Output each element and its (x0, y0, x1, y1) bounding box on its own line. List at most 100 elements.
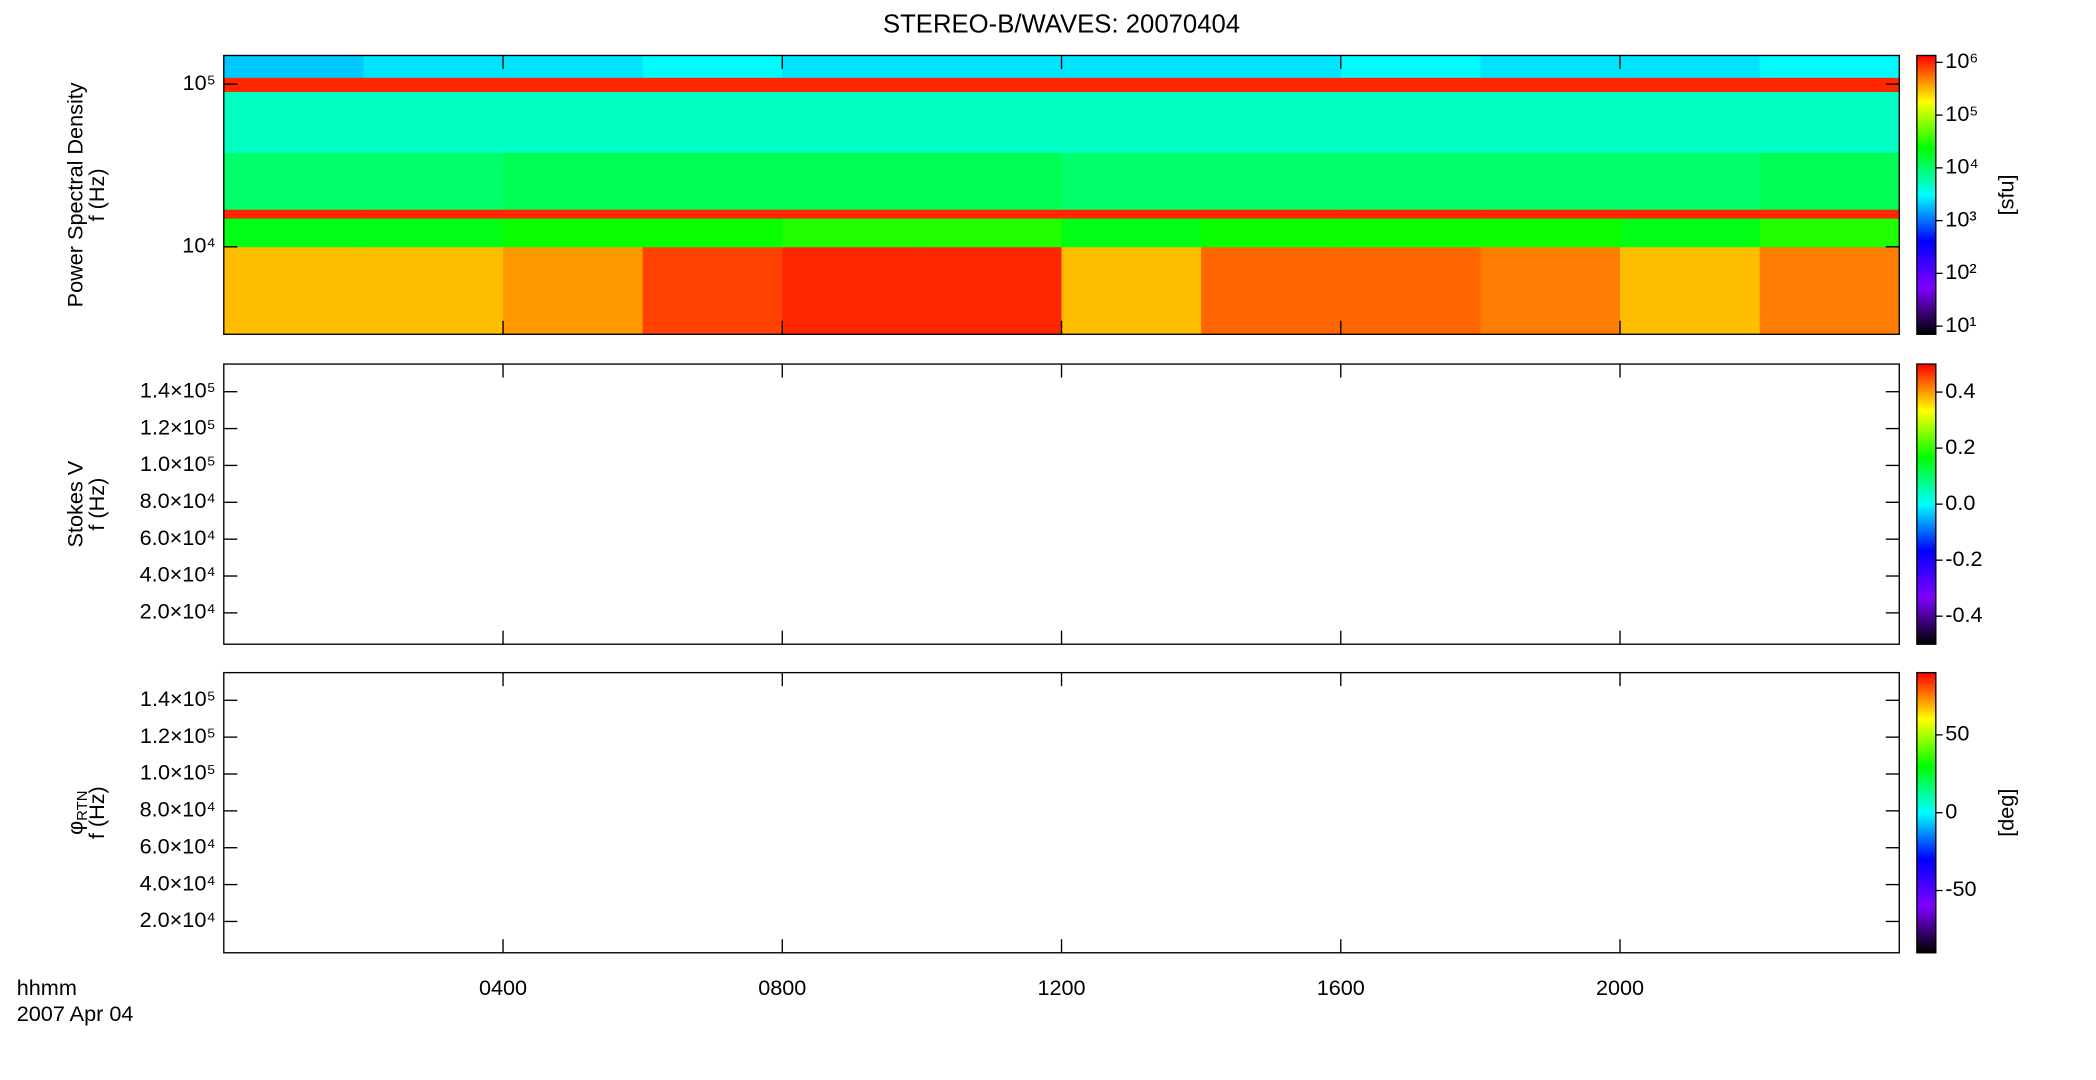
heatmap-cell (363, 152, 504, 210)
heatmap-cell (223, 152, 365, 210)
heatmap-cell (1340, 152, 1482, 210)
heatmap-cell (1340, 55, 1482, 78)
y-tick-label: 1.4×10⁵ (140, 686, 216, 711)
heatmap-cell (223, 77, 365, 92)
heatmap-cell (503, 55, 644, 78)
y-tick-label: 1.2×10⁵ (140, 414, 216, 439)
heatmap-cell (921, 91, 1063, 153)
heatmap-cell (1759, 55, 1900, 78)
colorbar (1916, 363, 1937, 645)
x-tick-label: 0800 (758, 975, 806, 1000)
y-tick-label: 2.0×10⁴ (140, 907, 216, 932)
y-axis-label-text: f (Hz) (84, 168, 109, 221)
colorbar-tick-label: 10⁵ (1945, 101, 1978, 126)
heatmap-cell (1620, 91, 1761, 153)
heatmap-cell (921, 218, 1063, 248)
heatmap-cell (1480, 152, 1621, 210)
heatmap-cell (503, 209, 644, 219)
x-tick-label: 0400 (479, 975, 527, 1000)
y-tick-label: 6.0×10⁴ (140, 833, 216, 858)
heatmap-cell (1201, 246, 1342, 335)
heatmap-cell (782, 91, 923, 153)
heatmap-cell (1061, 91, 1202, 153)
heatmap-cell (1061, 218, 1202, 248)
colorbar-tick-label: 10² (1945, 259, 1976, 284)
heatmap-cell (223, 209, 365, 219)
heatmap-cell (1759, 77, 1900, 92)
colorbar-label: [deg] (1993, 789, 2018, 837)
y-tick-label: 1.2×10⁵ (140, 723, 216, 748)
heatmap-cell (1340, 218, 1482, 248)
colorbar-label: [sfu] (1993, 174, 2018, 215)
y-tick-label: 2.0×10⁴ (140, 599, 216, 624)
heatmap-cell (1759, 91, 1900, 153)
heatmap-cell (1061, 152, 1202, 210)
heatmap-cell (782, 77, 923, 92)
heatmap-cell (223, 218, 365, 248)
chart-title: STEREO-B/WAVES: 20070404 (883, 11, 1240, 39)
y-axis-label: φRTN (62, 791, 91, 835)
heatmap-cell (642, 209, 783, 219)
y-tick-label: 8.0×10⁴ (140, 797, 216, 822)
y-axis-label-text: f (Hz) (84, 478, 109, 531)
heatmap-cell (642, 77, 783, 92)
y-tick-label: 10⁴ (182, 233, 215, 258)
heatmap-cell (1061, 77, 1202, 92)
heatmap-cell (363, 246, 504, 335)
heatmap-cell (503, 91, 644, 153)
heatmap-cell (1480, 218, 1621, 248)
colorbar (1916, 54, 1937, 335)
heatmap-cell (921, 55, 1063, 78)
heatmap-cell (1759, 209, 1900, 219)
y-axis-label: Power Spectral Density (62, 82, 87, 307)
x-axis-label: hhmm (17, 975, 77, 1000)
colorbar-tick-label: 10⁴ (1945, 154, 1978, 179)
heatmap-cell (363, 77, 504, 92)
heatmap-cell (1340, 209, 1482, 219)
y-axis-label: f (Hz) (84, 786, 109, 839)
heatmap-cell (642, 55, 783, 78)
heatmap-cell (503, 246, 644, 335)
x-tick-label: 1200 (1037, 975, 1085, 1000)
heatmap-cell (1201, 209, 1342, 219)
plot-frame (223, 363, 1900, 645)
heatmap-cell (782, 209, 923, 219)
colorbar-tick-label: -50 (1945, 876, 1976, 901)
heatmap-cell (1480, 209, 1621, 219)
y-tick-label: 1.4×10⁵ (140, 377, 216, 402)
colorbar-tick-label: 0.0 (1945, 490, 1975, 515)
y-tick-label: 8.0×10⁴ (140, 488, 216, 513)
y-tick-label: 10⁵ (183, 70, 216, 95)
heatmap-cell (921, 209, 1063, 219)
heatmap-cell (1480, 77, 1621, 92)
y-tick-label: 4.0×10⁴ (140, 870, 216, 895)
heatmap-cell (1061, 246, 1202, 335)
heatmap-cell (782, 55, 923, 78)
colorbar-tick-label: 10⁶ (1945, 48, 1978, 73)
heatmap-cell (921, 246, 1063, 335)
heatmap-cell (363, 218, 504, 248)
y-axis-label-text: Stokes V (62, 460, 87, 547)
heatmap-cell (642, 152, 783, 210)
y-tick-label: 4.0×10⁴ (140, 562, 216, 587)
y-axis-label-text: Power Spectral Density (62, 82, 87, 307)
x-axis-label: 2007 Apr 04 (17, 1001, 134, 1026)
heatmap-cell (1061, 209, 1202, 219)
colorbar (1916, 671, 1937, 954)
heatmap-cell (1480, 55, 1621, 78)
heatmap-cell (223, 246, 365, 335)
colorbar-tick-label: 10³ (1945, 206, 1976, 231)
colorbar-tick-label: 50 (1945, 721, 1969, 746)
heatmap-cell (1620, 77, 1761, 92)
plot-frame (223, 671, 1900, 954)
heatmap-cell (1759, 246, 1900, 335)
colorbar-tick-label: 10¹ (1945, 312, 1976, 337)
heatmap-cell (642, 218, 783, 248)
heatmap-cell (1201, 218, 1342, 248)
heatmap-cell (1201, 152, 1342, 210)
heatmap-cell (782, 246, 923, 335)
colorbar-tick-label: 0.4 (1945, 378, 1975, 403)
heatmap-cell (503, 77, 644, 92)
